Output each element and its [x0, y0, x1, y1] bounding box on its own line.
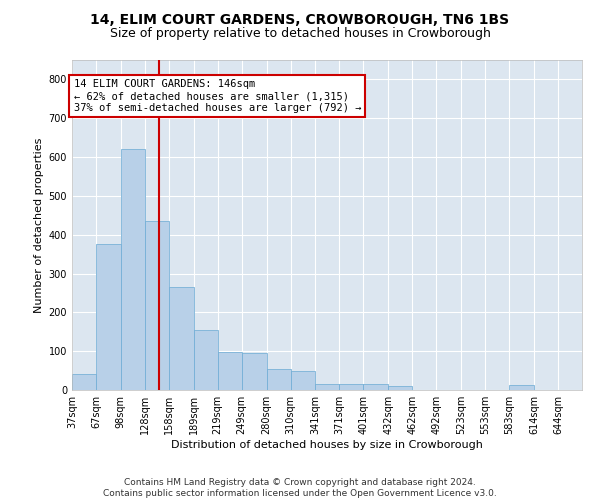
- Bar: [364, 384, 388, 390]
- Y-axis label: Number of detached properties: Number of detached properties: [34, 138, 44, 312]
- Bar: [316, 384, 340, 390]
- Text: Contains HM Land Registry data © Crown copyright and database right 2024.
Contai: Contains HM Land Registry data © Crown c…: [103, 478, 497, 498]
- Text: 14, ELIM COURT GARDENS, CROWBOROUGH, TN6 1BS: 14, ELIM COURT GARDENS, CROWBOROUGH, TN6…: [91, 12, 509, 26]
- Bar: [340, 384, 364, 390]
- Bar: [194, 330, 218, 390]
- Text: Size of property relative to detached houses in Crowborough: Size of property relative to detached ho…: [110, 28, 490, 40]
- Bar: [290, 370, 316, 390]
- Bar: [96, 244, 121, 390]
- Text: 14 ELIM COURT GARDENS: 146sqm
← 62% of detached houses are smaller (1,315)
37% o: 14 ELIM COURT GARDENS: 146sqm ← 62% of d…: [74, 80, 361, 112]
- Bar: [266, 368, 290, 390]
- Bar: [72, 374, 96, 390]
- X-axis label: Distribution of detached houses by size in Crowborough: Distribution of detached houses by size …: [171, 440, 483, 450]
- Bar: [121, 150, 145, 390]
- Bar: [145, 221, 169, 390]
- Bar: [218, 352, 242, 390]
- Bar: [388, 386, 412, 390]
- Bar: [242, 353, 266, 390]
- Bar: [509, 386, 534, 390]
- Bar: [169, 287, 194, 390]
